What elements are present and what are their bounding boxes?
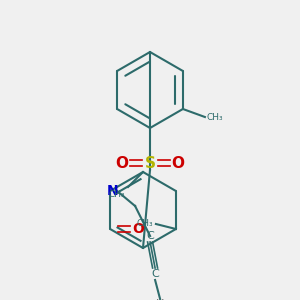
Text: CH₃: CH₃ [136, 220, 153, 229]
Text: O: O [172, 155, 184, 170]
Text: N: N [106, 184, 118, 198]
Text: O: O [132, 222, 144, 236]
Text: H: H [156, 299, 164, 300]
Text: O: O [116, 155, 128, 170]
Text: CH₃: CH₃ [207, 112, 224, 122]
Text: C: C [151, 269, 159, 279]
Text: C: C [146, 231, 154, 241]
Text: CH₃: CH₃ [108, 190, 125, 199]
Text: S: S [145, 155, 155, 170]
